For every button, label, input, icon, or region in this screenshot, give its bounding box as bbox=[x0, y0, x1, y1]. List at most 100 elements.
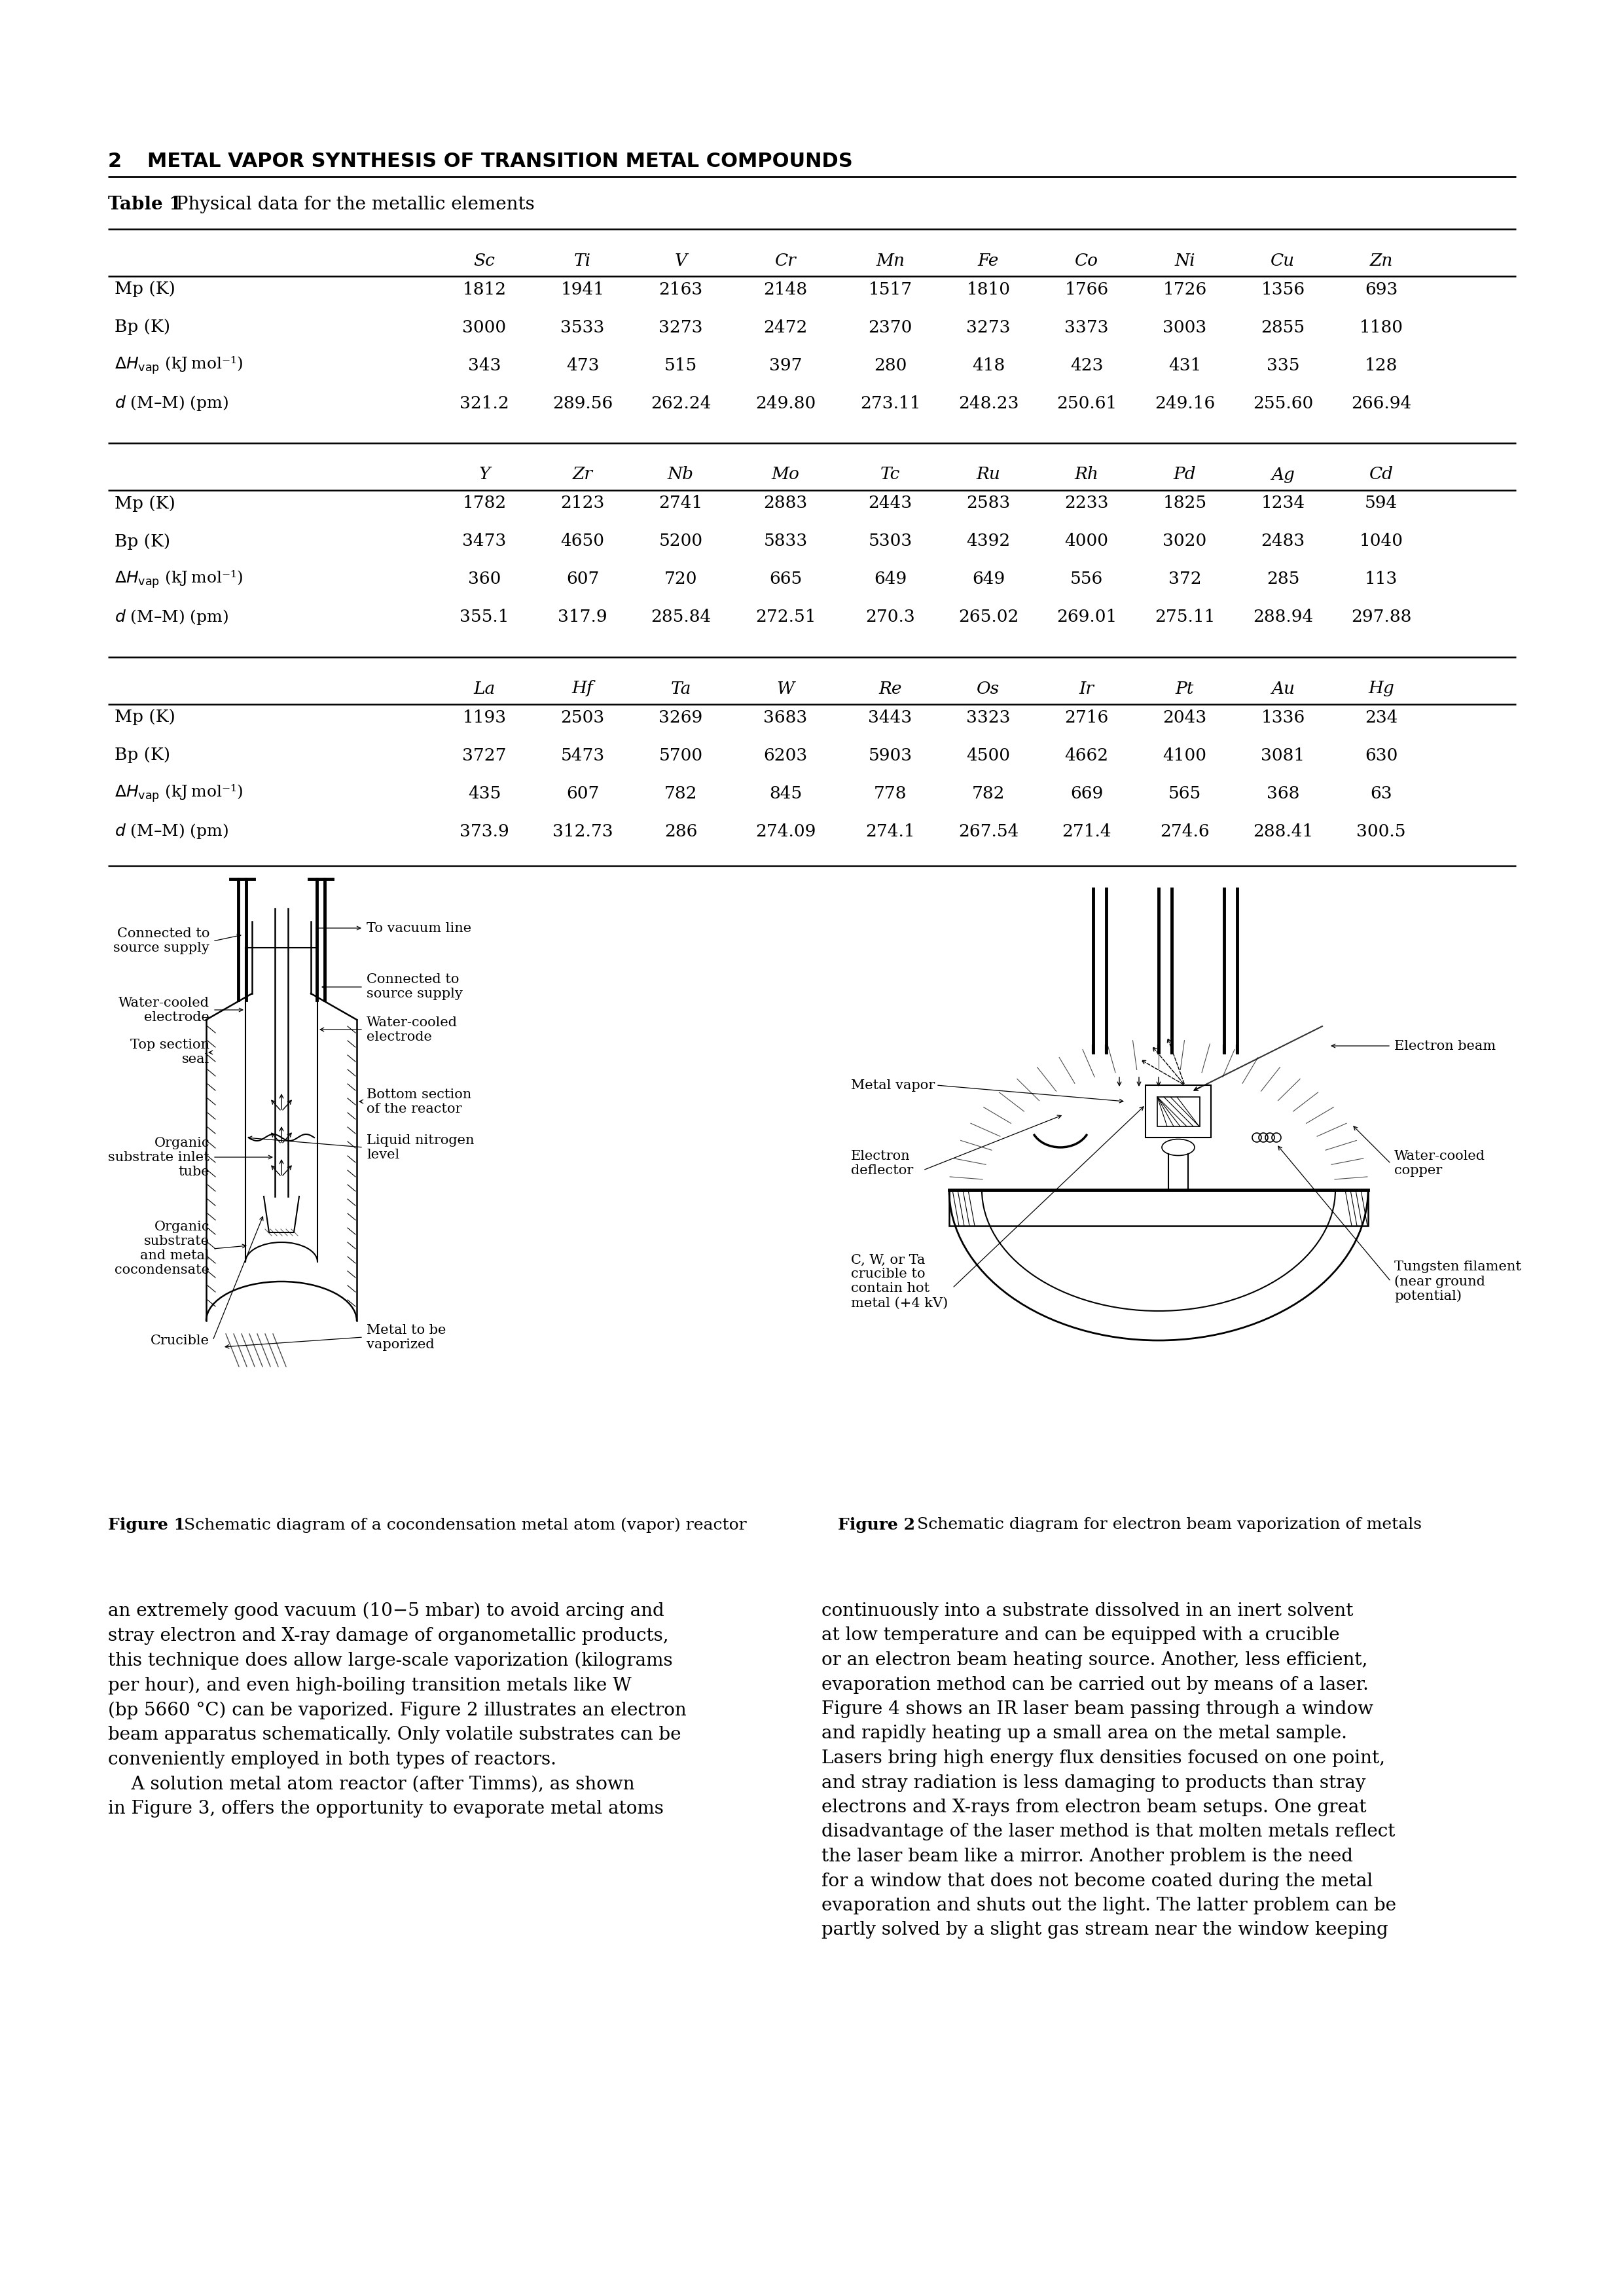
Text: 274.1: 274.1 bbox=[866, 822, 914, 840]
Text: 720: 720 bbox=[664, 572, 697, 588]
Text: 1810: 1810 bbox=[966, 280, 1010, 298]
Text: 274.09: 274.09 bbox=[755, 822, 815, 840]
Text: 128: 128 bbox=[1364, 358, 1398, 374]
Text: Y: Y bbox=[479, 466, 490, 482]
Text: Schematic diagram for electron beam vaporization of metals: Schematic diagram for electron beam vapo… bbox=[906, 1518, 1421, 1531]
Text: 3727: 3727 bbox=[463, 746, 507, 765]
Text: 1517: 1517 bbox=[869, 280, 913, 298]
Text: METAL VAPOR SYNTHESIS OF TRANSITION METAL COMPOUNDS: METAL VAPOR SYNTHESIS OF TRANSITION META… bbox=[148, 152, 853, 170]
Text: 267.54: 267.54 bbox=[958, 822, 1018, 840]
Text: 5200: 5200 bbox=[659, 533, 703, 549]
Text: 782: 782 bbox=[971, 785, 1005, 801]
Text: 317.9: 317.9 bbox=[557, 608, 607, 625]
Text: Ta: Ta bbox=[671, 680, 692, 696]
Text: C, W, or Ta
crucible to
contain hot
metal (+4 kV): C, W, or Ta crucible to contain hot meta… bbox=[851, 1254, 948, 1309]
Text: Ir: Ir bbox=[1078, 680, 1095, 696]
Text: 3273: 3273 bbox=[966, 319, 1010, 335]
Text: 782: 782 bbox=[664, 785, 697, 801]
Text: 289.56: 289.56 bbox=[552, 395, 612, 411]
Text: La: La bbox=[474, 680, 495, 696]
Text: Crucible: Crucible bbox=[151, 1334, 209, 1348]
Text: 2583: 2583 bbox=[966, 496, 1010, 512]
Text: 4392: 4392 bbox=[966, 533, 1010, 549]
Text: 368: 368 bbox=[1267, 785, 1299, 801]
Text: 4650: 4650 bbox=[560, 533, 604, 549]
Text: Os: Os bbox=[978, 680, 1000, 696]
Text: Connected to
source supply: Connected to source supply bbox=[367, 974, 463, 1001]
Text: 3081: 3081 bbox=[1260, 746, 1306, 765]
Text: 4000: 4000 bbox=[1065, 533, 1109, 549]
Text: 3373: 3373 bbox=[1064, 319, 1109, 335]
Bar bbox=[1145, 1086, 1212, 1137]
Text: 2472: 2472 bbox=[763, 319, 807, 335]
Text: 2483: 2483 bbox=[1260, 533, 1306, 549]
Text: 3000: 3000 bbox=[463, 319, 507, 335]
Text: 255.60: 255.60 bbox=[1252, 395, 1314, 411]
Text: Bp (K): Bp (K) bbox=[115, 533, 171, 549]
Text: 1825: 1825 bbox=[1163, 496, 1207, 512]
Text: Figure 1: Figure 1 bbox=[109, 1518, 185, 1534]
Text: Mp (K): Mp (K) bbox=[115, 496, 175, 512]
Text: 515: 515 bbox=[664, 358, 697, 374]
Text: 4662: 4662 bbox=[1065, 746, 1109, 765]
Text: 288.94: 288.94 bbox=[1252, 608, 1314, 625]
Text: 343: 343 bbox=[468, 358, 500, 374]
Text: 2: 2 bbox=[109, 152, 143, 170]
Text: 372: 372 bbox=[1168, 572, 1202, 588]
Text: 266.94: 266.94 bbox=[1351, 395, 1411, 411]
Text: 5303: 5303 bbox=[869, 533, 913, 549]
Text: 649: 649 bbox=[971, 572, 1005, 588]
Text: 3003: 3003 bbox=[1163, 319, 1207, 335]
Text: 1193: 1193 bbox=[463, 709, 507, 726]
Text: Zn: Zn bbox=[1369, 253, 1393, 269]
Text: 693: 693 bbox=[1364, 280, 1398, 298]
Text: 273.11: 273.11 bbox=[861, 395, 921, 411]
Text: 2233: 2233 bbox=[1064, 496, 1109, 512]
Text: Tc: Tc bbox=[880, 466, 900, 482]
Text: $d$ (M–M) (pm): $d$ (M–M) (pm) bbox=[115, 395, 229, 413]
Text: 249.80: 249.80 bbox=[755, 395, 815, 411]
Text: Hg: Hg bbox=[1367, 680, 1393, 696]
Text: 1726: 1726 bbox=[1163, 280, 1207, 298]
Text: Bottom section
of the reactor: Bottom section of the reactor bbox=[367, 1088, 471, 1116]
Text: Sc: Sc bbox=[474, 253, 495, 269]
Text: 556: 556 bbox=[1070, 572, 1103, 588]
Text: Bp (K): Bp (K) bbox=[115, 319, 171, 335]
Text: continuously into a substrate dissolved in an inert solvent
at low temperature a: continuously into a substrate dissolved … bbox=[822, 1603, 1397, 1938]
Text: 423: 423 bbox=[1070, 358, 1103, 374]
Text: Liquid nitrogen
level: Liquid nitrogen level bbox=[367, 1134, 474, 1162]
Text: Organic
substrate inlet
tube: Organic substrate inlet tube bbox=[109, 1137, 209, 1178]
Text: 778: 778 bbox=[874, 785, 906, 801]
Text: 321.2: 321.2 bbox=[460, 395, 510, 411]
Text: 2148: 2148 bbox=[763, 280, 807, 298]
Text: Re: Re bbox=[879, 680, 901, 696]
Text: 271.4: 271.4 bbox=[1062, 822, 1111, 840]
Text: 335: 335 bbox=[1267, 358, 1299, 374]
Text: 1336: 1336 bbox=[1260, 709, 1306, 726]
Text: 5903: 5903 bbox=[869, 746, 913, 765]
Text: To vacuum line: To vacuum line bbox=[367, 923, 471, 934]
Text: 630: 630 bbox=[1364, 746, 1398, 765]
Text: 1812: 1812 bbox=[463, 280, 507, 298]
Text: 1234: 1234 bbox=[1260, 496, 1306, 512]
Text: Co: Co bbox=[1075, 253, 1098, 269]
Text: Ni: Ni bbox=[1174, 253, 1195, 269]
Text: 418: 418 bbox=[971, 358, 1005, 374]
Text: 2163: 2163 bbox=[659, 280, 703, 298]
Text: 1782: 1782 bbox=[463, 496, 507, 512]
Bar bbox=[948, 1189, 1367, 1226]
Text: 665: 665 bbox=[770, 572, 802, 588]
Text: $\Delta H_{\rm vap}$ (kJ mol⁻¹): $\Delta H_{\rm vap}$ (kJ mol⁻¹) bbox=[115, 569, 244, 590]
Text: 2503: 2503 bbox=[560, 709, 604, 726]
Text: Water-cooled
copper: Water-cooled copper bbox=[1395, 1150, 1486, 1178]
Text: 594: 594 bbox=[1364, 496, 1398, 512]
Text: Water-cooled
electrode: Water-cooled electrode bbox=[119, 996, 209, 1024]
Text: an extremely good vacuum (10−5 mbar) to avoid arcing and
stray electron and X-ra: an extremely good vacuum (10−5 mbar) to … bbox=[109, 1603, 687, 1818]
Text: 312.73: 312.73 bbox=[552, 822, 612, 840]
Text: 435: 435 bbox=[468, 785, 500, 801]
Text: 1766: 1766 bbox=[1065, 280, 1109, 298]
Text: 288.41: 288.41 bbox=[1252, 822, 1314, 840]
Text: 269.01: 269.01 bbox=[1056, 608, 1117, 625]
Text: 275.11: 275.11 bbox=[1155, 608, 1215, 625]
Text: 249.16: 249.16 bbox=[1155, 395, 1215, 411]
